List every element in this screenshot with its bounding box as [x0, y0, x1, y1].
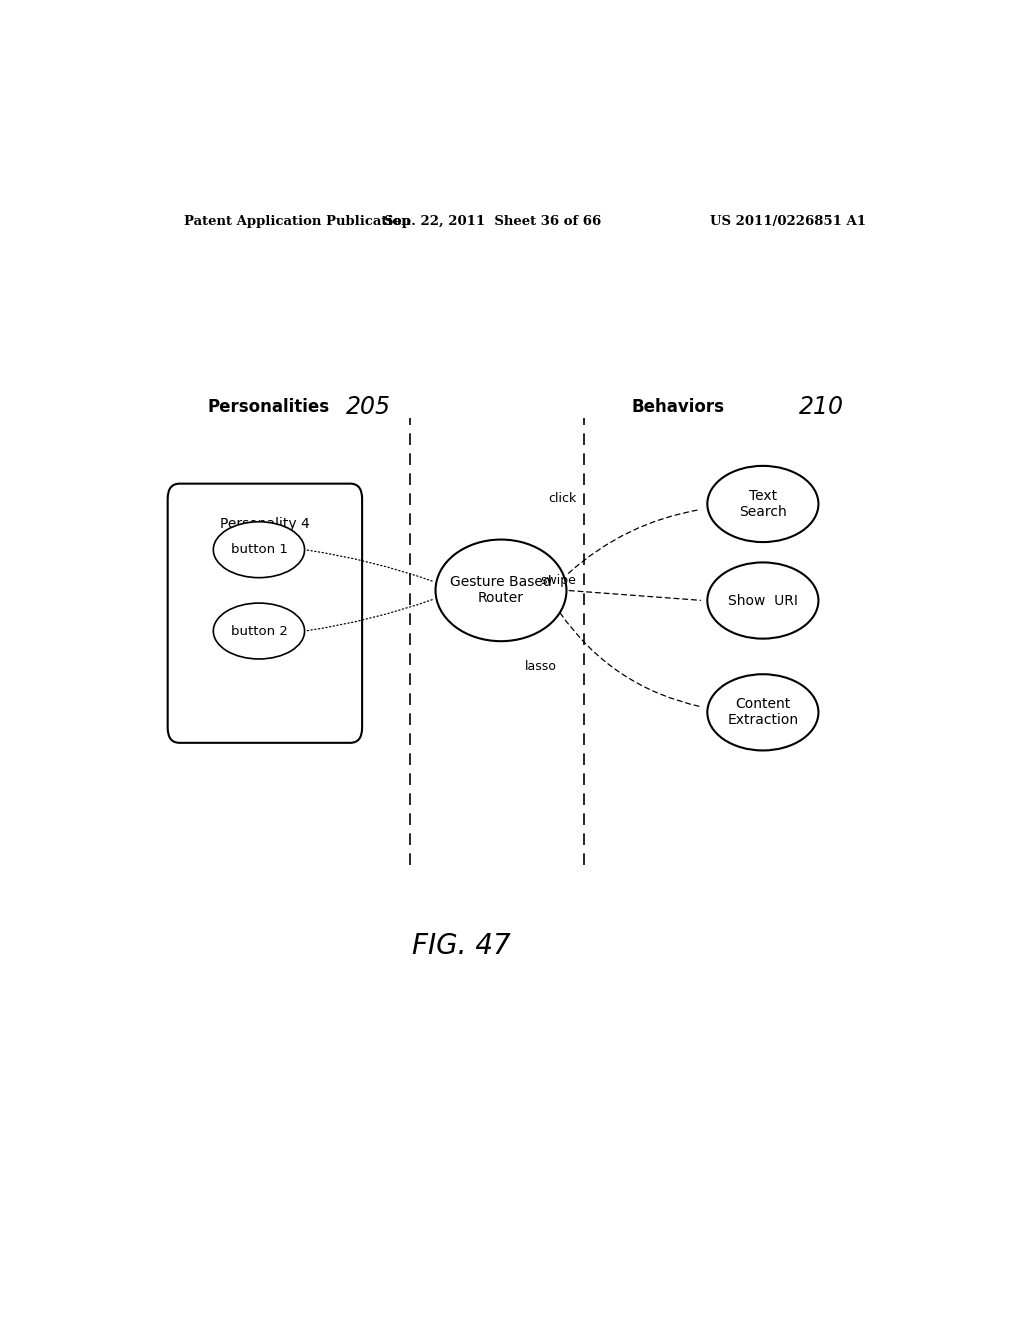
Text: swipe: swipe: [541, 574, 577, 586]
Text: FIG. 47: FIG. 47: [412, 932, 511, 960]
Ellipse shape: [708, 562, 818, 639]
Ellipse shape: [213, 521, 304, 578]
Text: Content
Extraction: Content Extraction: [727, 697, 799, 727]
Text: Text
Search: Text Search: [739, 488, 786, 519]
Ellipse shape: [708, 466, 818, 543]
Text: 210: 210: [799, 396, 844, 420]
FancyBboxPatch shape: [168, 483, 362, 743]
Text: Behaviors: Behaviors: [632, 399, 725, 416]
Text: 205: 205: [346, 396, 391, 420]
Text: Patent Application Publication: Patent Application Publication: [183, 215, 411, 228]
Ellipse shape: [708, 675, 818, 751]
Text: Gesture Based
Router: Gesture Based Router: [451, 576, 552, 606]
Text: US 2011/0226851 A1: US 2011/0226851 A1: [710, 215, 866, 228]
Text: lasso: lasso: [524, 660, 557, 673]
Text: button 1: button 1: [230, 544, 288, 556]
Text: button 2: button 2: [230, 624, 288, 638]
Text: Sep. 22, 2011  Sheet 36 of 66: Sep. 22, 2011 Sheet 36 of 66: [384, 215, 602, 228]
Text: Show  URI: Show URI: [728, 594, 798, 607]
Text: Personalities: Personalities: [207, 399, 330, 416]
Ellipse shape: [435, 540, 566, 642]
Ellipse shape: [213, 603, 304, 659]
Text: click: click: [548, 492, 577, 506]
Text: Personality 4: Personality 4: [220, 517, 310, 531]
